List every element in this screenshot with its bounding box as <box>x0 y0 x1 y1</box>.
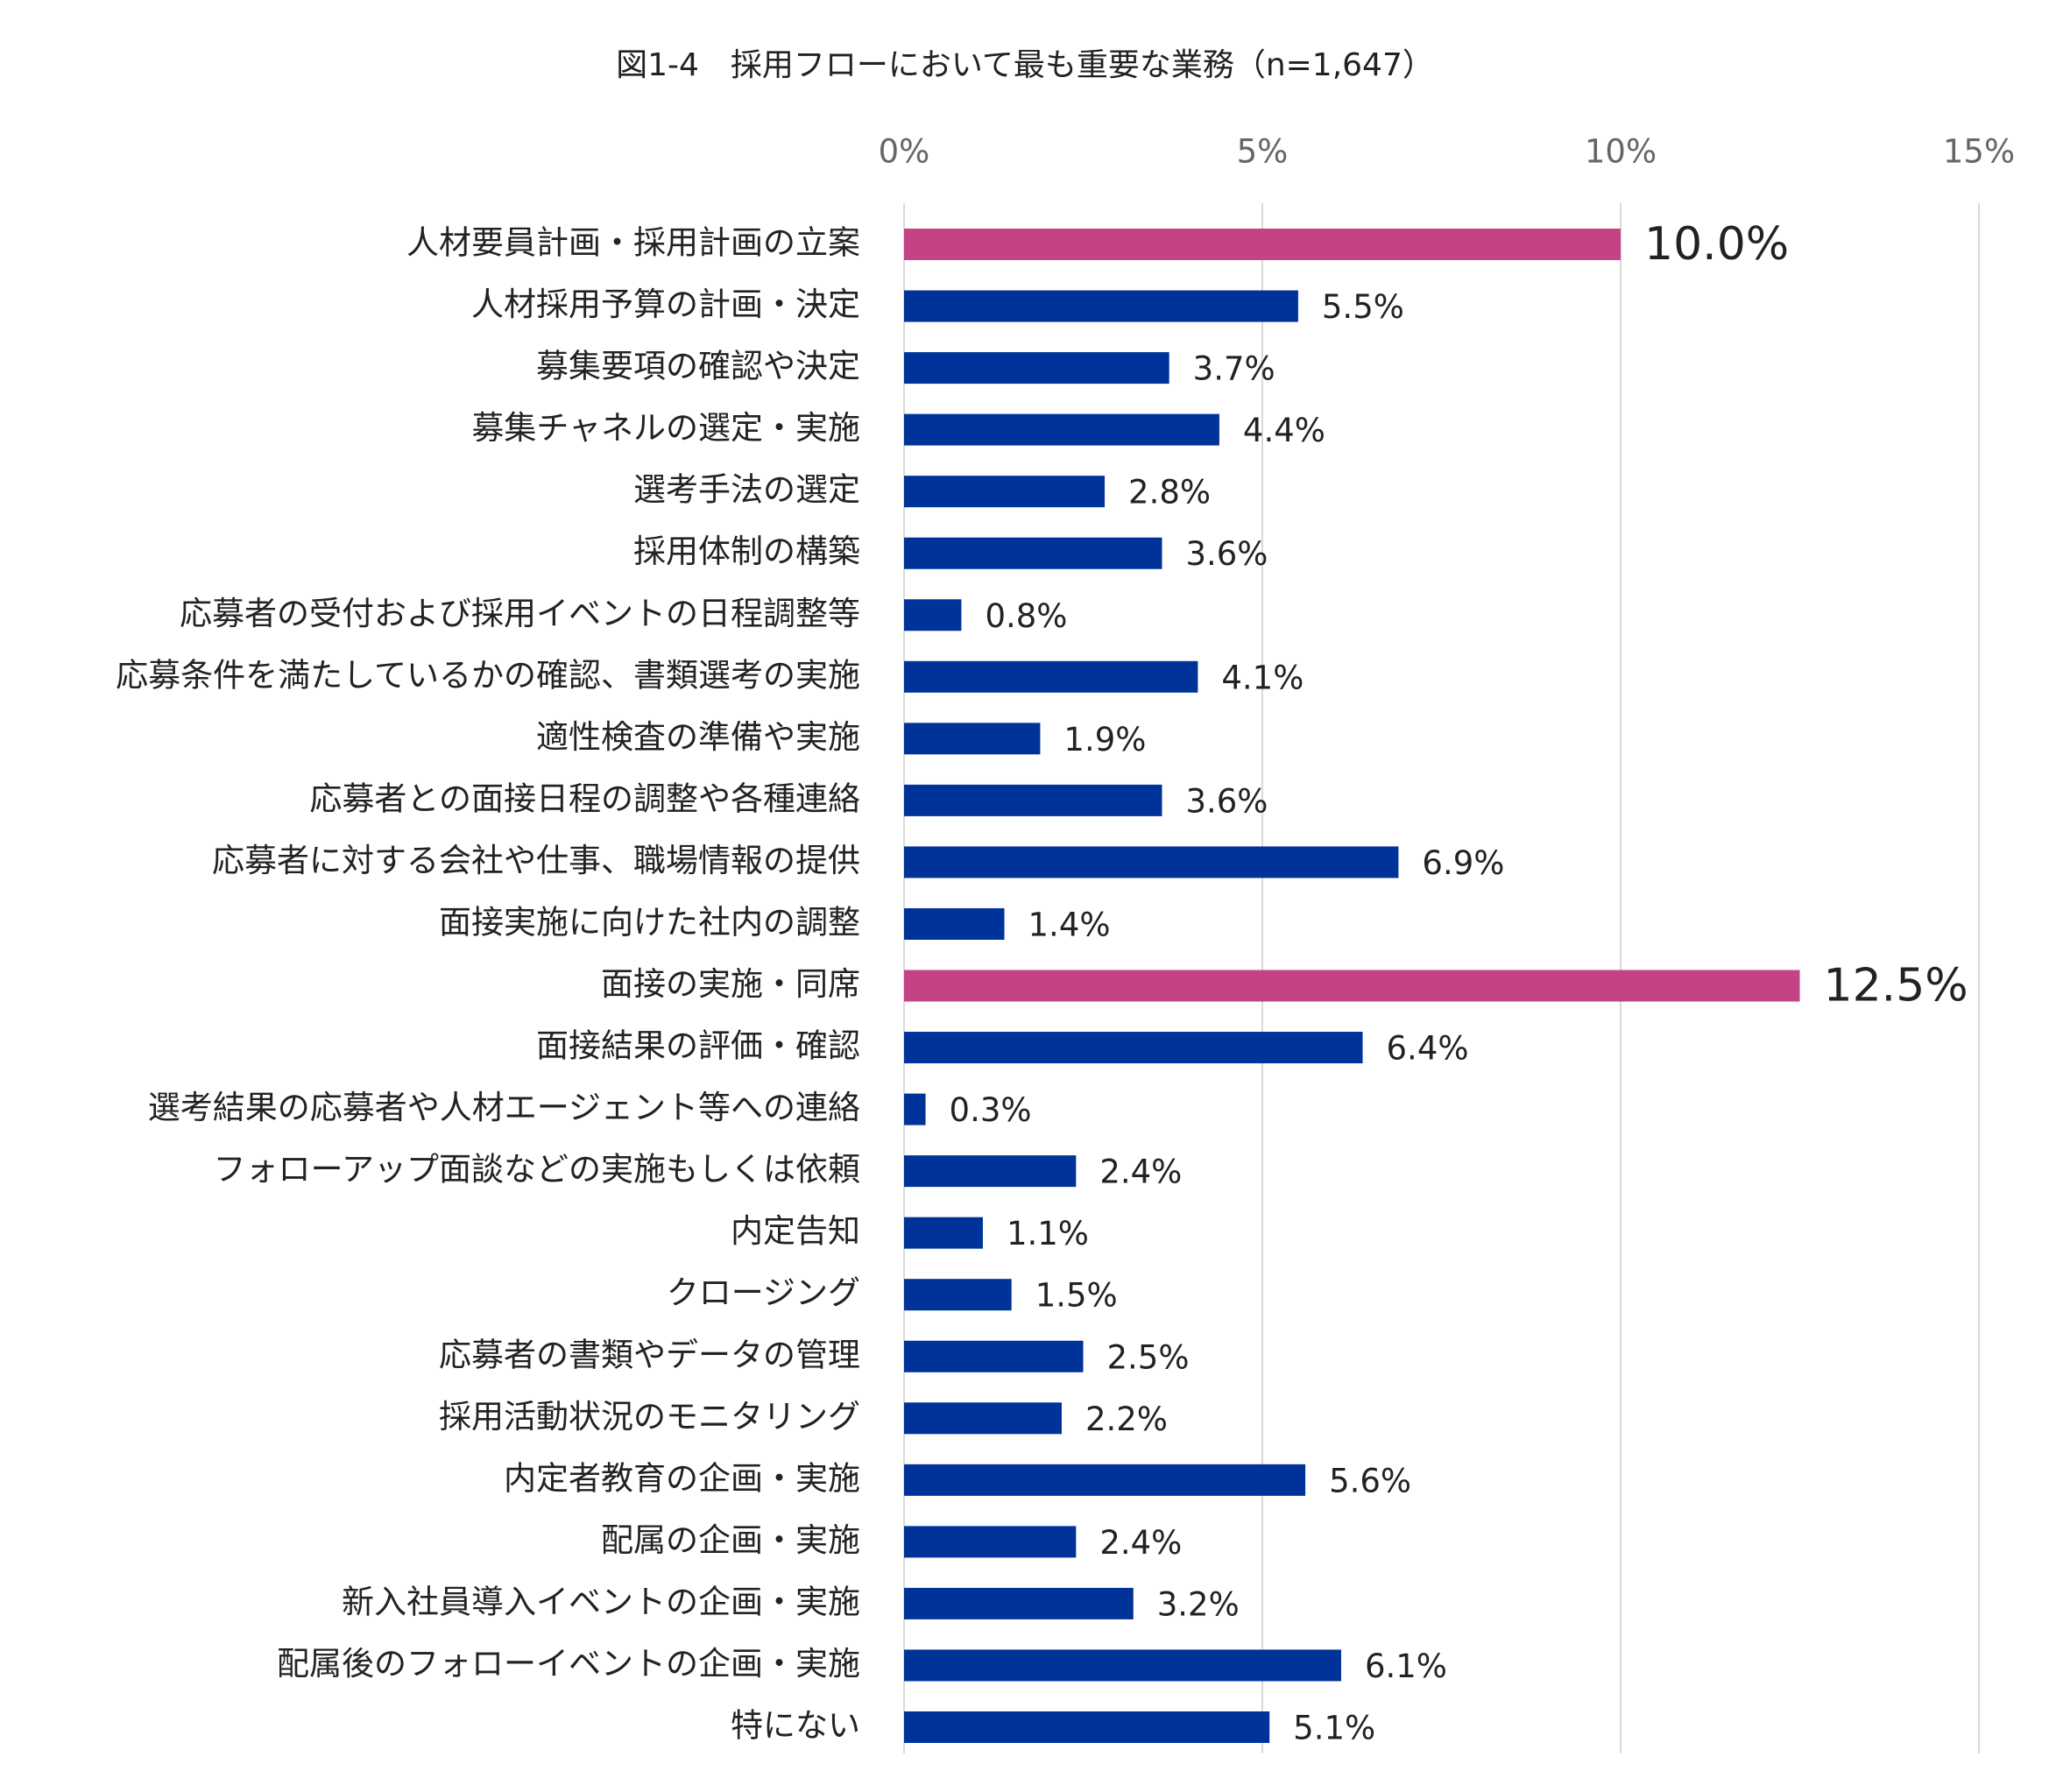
bar <box>904 846 1399 878</box>
bar <box>904 1340 1084 1372</box>
category-label: 募集チャネルの選定・実施 <box>471 409 860 447</box>
bar <box>904 1464 1306 1496</box>
x-tick-label: 0% <box>879 133 930 171</box>
value-label: 6.9% <box>1422 844 1504 882</box>
category-label: 人材採用予算の計画・決定 <box>471 286 860 323</box>
bar <box>904 599 962 631</box>
value-label: 2.8% <box>1128 474 1211 511</box>
value-label: 2.2% <box>1085 1400 1168 1438</box>
bar <box>904 1526 1077 1558</box>
category-label: 応募者の受付および採用イベントの日程調整等 <box>180 595 860 632</box>
bar <box>904 907 1005 940</box>
value-label: 3.2% <box>1157 1585 1240 1623</box>
value-label: 1.1% <box>1007 1215 1089 1252</box>
bar <box>904 413 1219 446</box>
value-label: 3.7% <box>1193 350 1275 388</box>
category-label: 応募条件を満たしているかの確認、書類選考の実施 <box>116 656 860 694</box>
value-label: 4.1% <box>1221 659 1304 696</box>
category-label: 選考結果の応募者や人材エージェント等への連絡 <box>148 1089 860 1126</box>
category-label: 内定告知 <box>731 1212 860 1250</box>
category-label: 募集要項の確認や決定 <box>536 348 860 385</box>
value-label: 6.1% <box>1365 1647 1447 1685</box>
category-label: フォローアップ面談などの実施もしくは依頼 <box>213 1151 860 1189</box>
value-label: 2.4% <box>1099 1524 1182 1562</box>
bar <box>904 1402 1062 1435</box>
bar <box>904 970 1800 1002</box>
category-label: 選考手法の選定 <box>633 471 860 509</box>
bar <box>904 1155 1077 1188</box>
x-tick-label: 5% <box>1237 133 1289 171</box>
bar <box>904 784 1162 816</box>
bar <box>904 660 1198 693</box>
category-label: 面接結果の評価・確認 <box>536 1027 860 1065</box>
value-label: 3.6% <box>1185 535 1268 573</box>
value-label: 12.5% <box>1824 960 1968 1012</box>
bar <box>904 1032 1363 1064</box>
value-label: 5.5% <box>1322 288 1404 326</box>
bar <box>904 290 1298 322</box>
chart-title: 図1-4 採用フローにおいて最も重要な業務（n=1,647） <box>616 47 1434 83</box>
bar <box>904 1093 926 1125</box>
bar <box>904 229 1621 260</box>
x-tick-label: 10% <box>1585 133 1657 171</box>
value-label: 2.5% <box>1107 1338 1190 1376</box>
x-tick-label: 15% <box>1943 133 2015 171</box>
category-label: 特にない <box>731 1707 860 1745</box>
category-label: 採用体制の構築 <box>633 533 860 570</box>
category-label: 応募者の書類やデータの管理 <box>439 1336 860 1373</box>
bar <box>904 1587 1134 1619</box>
category-label: 新入社員導入イベントの企画・実施 <box>342 1583 860 1620</box>
bar <box>904 1279 1012 1311</box>
bar <box>904 476 1106 508</box>
category-label: 人材要員計画・採用計画の立案 <box>406 224 860 262</box>
category-label: 内定者教育の企画・実施 <box>504 1459 860 1497</box>
value-label: 3.6% <box>1185 782 1268 820</box>
category-label: 適性検査の準備や実施 <box>536 718 860 756</box>
bar <box>904 1711 1270 1743</box>
bar <box>904 537 1162 569</box>
category-label: 採用活動状況のモニタリング <box>439 1398 860 1436</box>
value-label: 6.4% <box>1387 1030 1469 1068</box>
category-label: 配属後のフォローイベントの企画・実施 <box>277 1645 860 1683</box>
bar <box>904 1649 1341 1682</box>
value-label: 0.8% <box>985 597 1067 635</box>
value-label: 5.6% <box>1329 1462 1411 1499</box>
category-label: 面接の実施・同席 <box>601 965 860 1003</box>
category-label: 応募者に対する会社や仕事、職場情報の提供 <box>212 842 860 879</box>
value-label: 1.4% <box>1028 906 1111 943</box>
value-label: 0.3% <box>950 1091 1032 1129</box>
value-label: 5.1% <box>1293 1710 1375 1747</box>
category-label: 配属の企画・実施 <box>601 1521 860 1559</box>
value-label: 2.4% <box>1099 1154 1182 1191</box>
value-label: 10.0% <box>1644 218 1789 271</box>
category-label: クロージング <box>667 1274 860 1312</box>
value-label: 1.9% <box>1063 721 1146 758</box>
value-label: 1.5% <box>1035 1277 1118 1315</box>
category-label: 応募者との面接日程の調整や各種連絡 <box>309 780 860 817</box>
bar <box>904 723 1041 755</box>
category-label: 面接実施に向けた社内の調整 <box>439 903 860 941</box>
bar <box>904 352 1169 385</box>
bar <box>904 1217 983 1249</box>
value-label: 4.4% <box>1243 412 1325 449</box>
